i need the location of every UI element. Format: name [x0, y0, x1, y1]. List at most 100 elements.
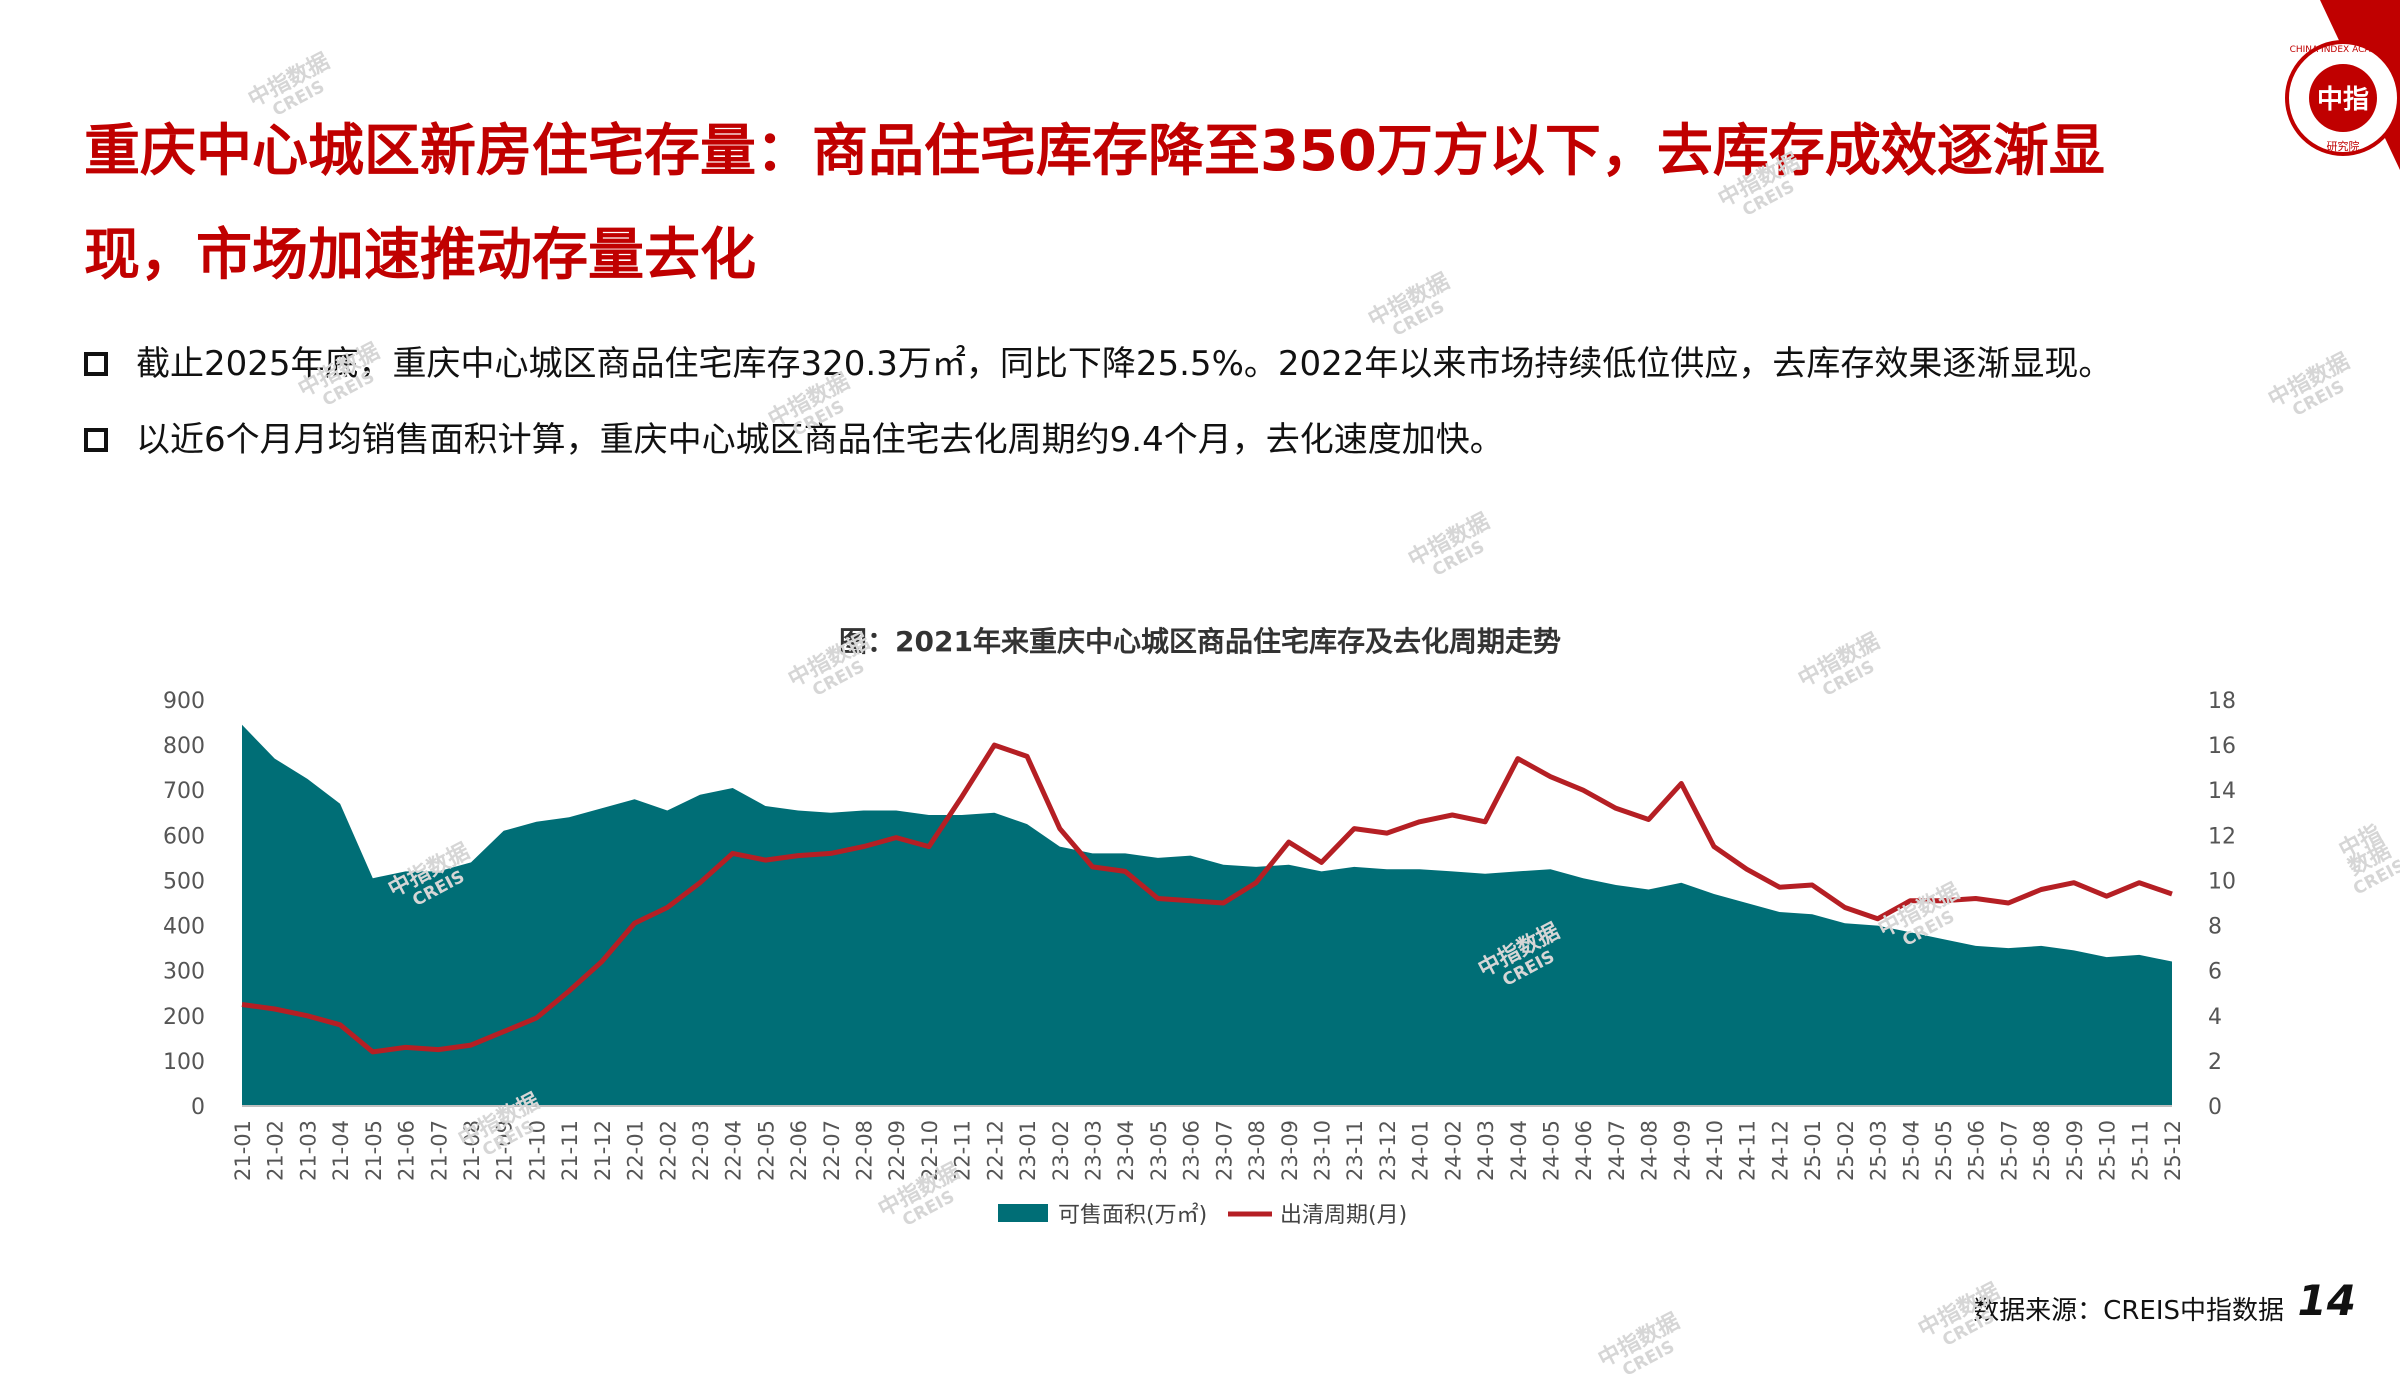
y-left-tick-label: 800 [163, 734, 205, 759]
y-left-tick-label: 0 [191, 1095, 205, 1120]
x-tick-label: 21-09 [493, 1120, 517, 1181]
x-tick-label: 24-09 [1670, 1120, 1694, 1181]
x-tick-label: 24-05 [1539, 1120, 1563, 1181]
x-tick-label: 25-04 [1899, 1120, 1923, 1181]
x-tick-label: 22-08 [853, 1120, 877, 1181]
y-left-tick-label: 400 [163, 915, 205, 940]
x-tick-label: 22-02 [656, 1120, 680, 1181]
x-tick-label: 22-03 [689, 1120, 713, 1181]
page-title: 重庆中心城区新房住宅存量：商品住宅库存降至350万方以下，去库存成效逐渐显现，市… [84, 119, 2105, 288]
x-tick-label: 25-06 [1965, 1120, 1989, 1181]
x-tick-label: 24-08 [1638, 1120, 1662, 1181]
x-tick-label: 21-06 [395, 1120, 419, 1181]
y-left-tick-label: 900 [163, 689, 205, 714]
x-tick-label: 23-10 [1310, 1120, 1334, 1181]
x-tick-label: 22-06 [787, 1120, 811, 1181]
x-tick-label: 24-07 [1605, 1120, 1629, 1181]
bullet-item: 以近6个月月均销售面积计算，重庆中心城区商品住宅去化周期约9.4个月，去化速度加… [84, 412, 2284, 488]
x-tick-label: 23-09 [1278, 1120, 1302, 1181]
x-tick-label: 24-01 [1409, 1120, 1433, 1181]
x-tick-label: 25-02 [1834, 1120, 1858, 1181]
x-tick-label: 24-12 [1768, 1120, 1792, 1181]
x-tick-label: 23-07 [1212, 1120, 1236, 1181]
y-right-tick-label: 8 [2208, 915, 2222, 940]
x-tick-label: 25-01 [1801, 1120, 1825, 1181]
bullet-list: 截止2025年底，重庆中心城区商品住宅库存320.3万㎡，同比下降25.5%。2… [84, 336, 2284, 488]
x-tick-label: 21-10 [525, 1120, 549, 1181]
x-tick-label: 21-07 [427, 1120, 451, 1181]
y-left-tick-label: 100 [163, 1050, 205, 1075]
y-left-tick-label: 600 [163, 824, 205, 849]
logo-text: 中指 [2317, 85, 2369, 115]
checkbox-icon [84, 428, 108, 452]
clearance-cycle-line [241, 742, 2173, 1055]
x-tick-label: 23-06 [1180, 1120, 1204, 1181]
x-tick-label: 23-02 [1049, 1120, 1073, 1181]
y-right-tick-label: 0 [2208, 1095, 2222, 1120]
x-tick-label: 22-05 [754, 1120, 778, 1181]
legend-area-swatch [998, 1204, 1048, 1222]
x-tick-label: 25-09 [2063, 1120, 2087, 1181]
x-tick-label: 22-12 [983, 1120, 1007, 1181]
y-left-tick-label: 700 [163, 779, 205, 804]
x-tick-label: 21-02 [264, 1120, 288, 1181]
logo-ring-text: CHINA INDEX ACADEMY [2290, 45, 2397, 55]
legend-line-label: 出清周期(月) [1280, 1203, 1407, 1228]
x-tick-label: 24-03 [1474, 1120, 1498, 1181]
x-tick-label: 22-09 [885, 1120, 909, 1181]
x-tick-label: 25-08 [2030, 1120, 2054, 1181]
x-tick-label: 24-06 [1572, 1120, 1596, 1181]
page-number: 14 [2297, 1276, 2356, 1325]
x-tick-label: 23-04 [1114, 1120, 1138, 1181]
x-tick-label: 21-01 [231, 1120, 255, 1181]
x-tick-label: 21-03 [296, 1120, 320, 1181]
chart-title: 图：2021年来重庆中心城区商品住宅库存及去化周期走势 [839, 625, 1561, 658]
x-tick-label: 23-12 [1376, 1120, 1400, 1181]
bullet-text: 截止2025年底，重庆中心城区商品住宅库存320.3万㎡，同比下降25.5%。2… [136, 344, 2113, 384]
x-tick-label: 23-08 [1245, 1120, 1269, 1181]
x-tick-label: 24-02 [1441, 1120, 1465, 1181]
checkbox-icon [84, 352, 108, 376]
x-tick-label: 23-05 [1147, 1120, 1171, 1181]
y-right-tick-label: 12 [2208, 824, 2236, 849]
logo-icon: 中指 研究院 CHINA INDEX ACADEMY [2285, 40, 2400, 156]
x-tick-label: 24-11 [1736, 1120, 1760, 1181]
y-left-tick-label: 200 [163, 1005, 205, 1030]
x-tick-label: 24-04 [1507, 1120, 1531, 1181]
y-right-tick-label: 16 [2208, 734, 2236, 759]
y-left-tick-label: 500 [163, 869, 205, 894]
x-tick-label: 21-12 [591, 1120, 615, 1181]
bullet-item: 截止2025年底，重庆中心城区商品住宅库存320.3万㎡，同比下降25.5%。2… [84, 336, 2284, 412]
y-right-tick-label: 10 [2208, 869, 2236, 894]
x-tick-label: 23-03 [1082, 1120, 1106, 1181]
x-tick-label: 22-01 [624, 1120, 648, 1181]
x-tick-label: 22-04 [722, 1120, 746, 1181]
x-tick-label: 25-10 [2096, 1120, 2120, 1181]
bullet-text: 以近6个月月均销售面积计算，重庆中心城区商品住宅去化周期约9.4个月，去化速度加… [136, 420, 1504, 460]
x-tick-label: 21-04 [329, 1120, 353, 1181]
y-left-tick-label: 300 [163, 960, 205, 985]
y-right-tick-label: 2 [2208, 1050, 2222, 1075]
legend-area-label: 可售面积(万㎡) [1058, 1202, 1207, 1228]
x-tick-label: 24-10 [1703, 1120, 1727, 1181]
data-source: 数据来源：CREIS中指数据 [1973, 1296, 2284, 1326]
x-tick-label: 25-11 [2128, 1120, 2152, 1181]
x-tick-label: 22-07 [820, 1120, 844, 1181]
y-right-tick-label: 18 [2208, 689, 2236, 714]
x-tick-label: 22-11 [951, 1120, 975, 1181]
x-tick-label: 21-05 [362, 1120, 386, 1181]
x-tick-label: 21-08 [460, 1120, 484, 1181]
y-right-tick-label: 4 [2208, 1005, 2222, 1030]
x-tick-label: 25-07 [1997, 1120, 2021, 1181]
corner-logo: 中指 研究院 CHINA INDEX ACADEMY [2285, 0, 2400, 170]
x-tick-label: 22-10 [918, 1120, 942, 1181]
x-tick-label: 23-11 [1343, 1120, 1367, 1181]
y-right-tick-label: 14 [2208, 779, 2236, 804]
logo-subtext: 研究院 [2327, 139, 2360, 153]
x-tick-label: 21-11 [558, 1120, 582, 1181]
inventory-chart: 0 100 200 300 400 500 600 700 800 900 0 2 4 6 8 10 12 14 1… [163, 689, 2236, 1228]
x-tick-label: 25-12 [2161, 1120, 2185, 1181]
x-tick-label: 25-05 [1932, 1120, 1956, 1181]
x-tick-label: 23-01 [1016, 1120, 1040, 1181]
y-right-tick-label: 6 [2208, 960, 2222, 985]
